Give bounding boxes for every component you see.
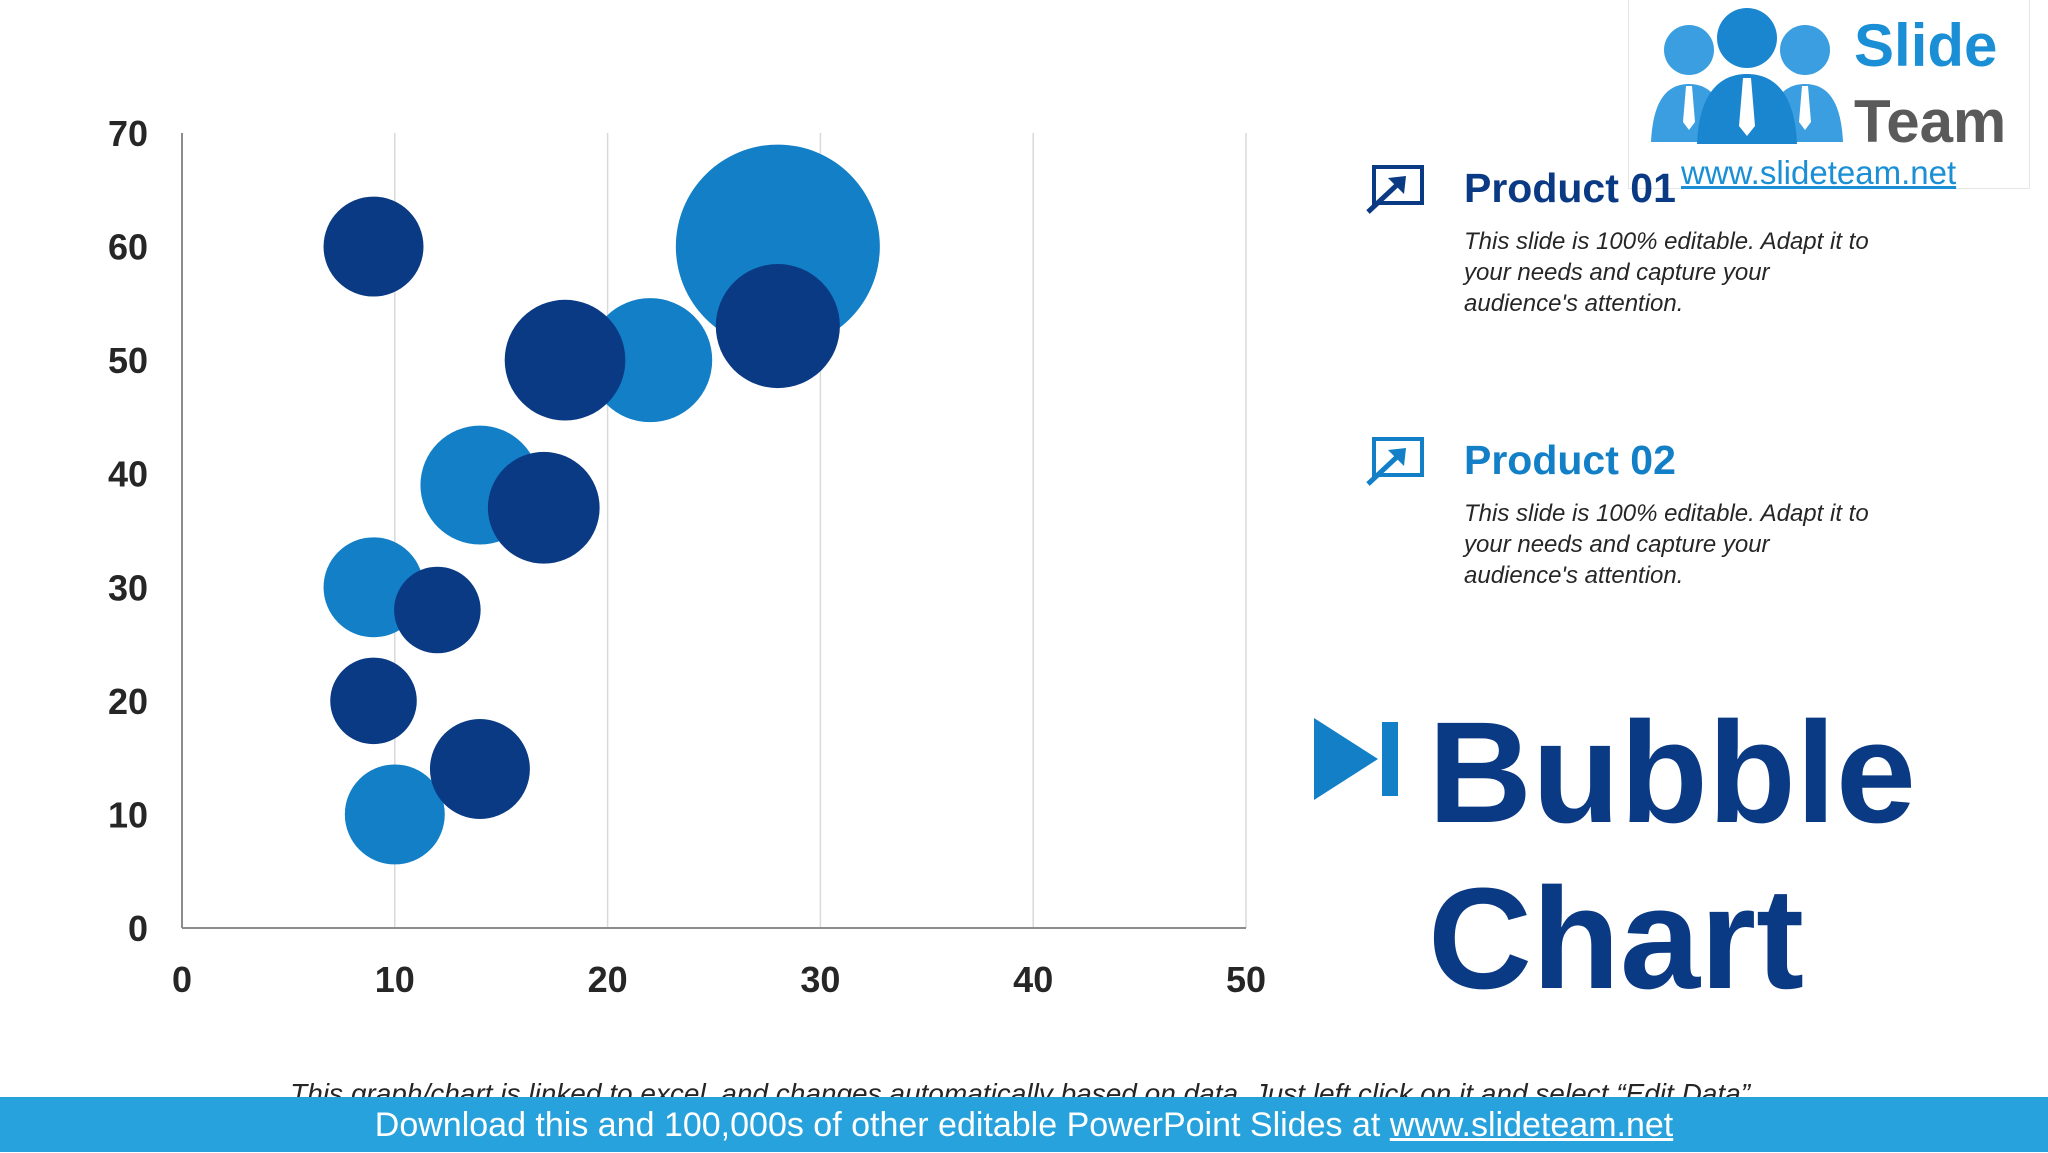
y-tick-label: 20 — [108, 681, 148, 722]
banner-link[interactable]: www.slideteam.net — [1389, 1106, 1674, 1144]
legend-label: Product 01 — [1464, 165, 1676, 211]
logo-word-slide: Slide — [1854, 12, 1998, 79]
y-tick-label: 30 — [108, 567, 148, 608]
bubble-product-02[interactable] — [588, 298, 713, 423]
expand-arrow-icon — [1366, 437, 1424, 486]
x-tick-label: 0 — [172, 959, 192, 1000]
bubble-product-01[interactable] — [487, 451, 600, 564]
slide-title-line-2: Chart — [1428, 858, 1805, 1019]
x-tick-label: 50 — [1226, 959, 1266, 1000]
y-tick-label: 40 — [108, 454, 148, 495]
x-tick-label: 20 — [588, 959, 628, 1000]
people-logo-icon — [1651, 8, 1843, 144]
banner-text: Download this and 100,000s of other edit… — [374, 1106, 1390, 1144]
x-tick-label: 30 — [800, 959, 840, 1000]
slide-title-line-1: Bubble — [1428, 692, 1916, 853]
bubble-chart[interactable]: 0 10 20 30 40 50 0 10 20 30 40 50 60 70 — [0, 0, 1300, 1020]
expand-arrow-icon — [1366, 165, 1424, 214]
logo-url-link[interactable]: www.slideteam.net — [1681, 154, 1957, 191]
legend-label: Product 02 — [1464, 437, 1676, 483]
bubble-product-02[interactable] — [344, 764, 445, 865]
logo-word-team: Team — [1854, 88, 2007, 155]
x-tick-label: 10 — [375, 959, 415, 1000]
download-banner: Download this and 100,000s of other edit… — [0, 1097, 2048, 1152]
y-tick-label: 50 — [108, 340, 148, 381]
bubble-product-01[interactable] — [504, 299, 626, 421]
slideteam-logo: Slide Team www.slideteam.net — [1628, 0, 2030, 191]
bubble-product-01[interactable] — [429, 719, 530, 819]
bubble-product-01[interactable] — [715, 264, 840, 389]
bubble-product-01[interactable] — [394, 566, 481, 654]
bubble-product-01[interactable] — [330, 657, 417, 745]
x-tick-label: 40 — [1013, 959, 1053, 1000]
axes — [181, 133, 1246, 929]
y-tick-label: 70 — [108, 113, 148, 154]
y-tick-label: 0 — [128, 908, 148, 949]
bubble-product-01[interactable] — [323, 196, 424, 297]
legend-description: This slide is 100% editable. Adapt it to… — [1464, 228, 1869, 317]
bubbles — [323, 144, 880, 865]
y-tick-label: 60 — [108, 227, 148, 268]
tick-labels: 0 10 20 30 40 50 0 10 20 30 40 50 60 70 — [108, 113, 1266, 1000]
play-next-icon — [1314, 718, 1398, 800]
y-tick-label: 10 — [108, 794, 148, 835]
legend-description: This slide is 100% editable. Adapt it to… — [1464, 500, 1869, 589]
slide-title: Bubble Chart — [1428, 690, 1916, 1022]
